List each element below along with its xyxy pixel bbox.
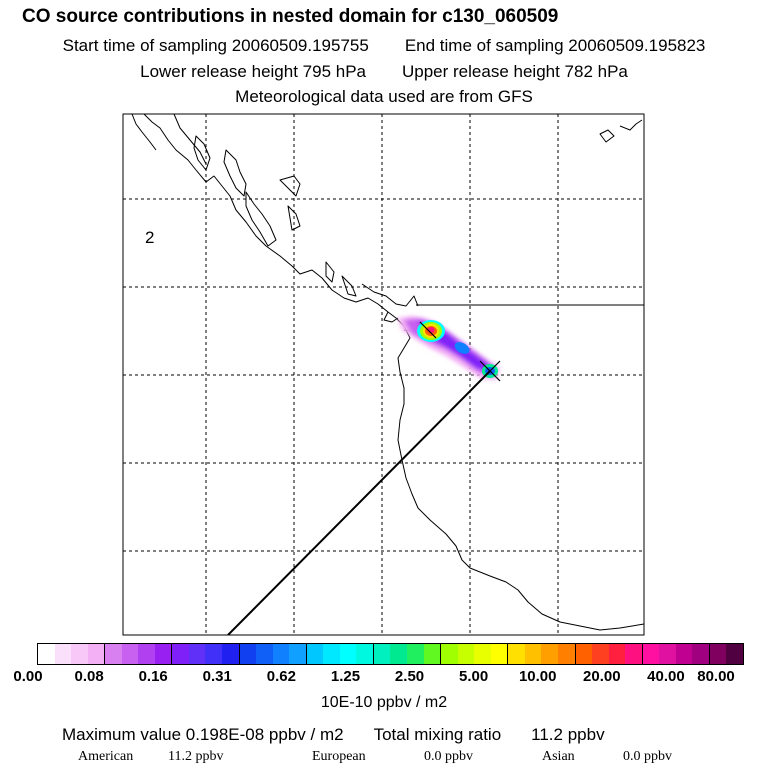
colorbar-swatch bbox=[323, 644, 340, 664]
colorbar-tick-label: 2.50 bbox=[394, 668, 425, 685]
american-value: 11.2 ppbv bbox=[168, 749, 224, 764]
colorbar-swatch bbox=[659, 644, 676, 664]
european-value: 0.0 ppbv bbox=[424, 749, 473, 764]
colorbar-tick-label: 20.00 bbox=[583, 668, 621, 685]
colorbar-tick-label: 10.00 bbox=[518, 668, 557, 685]
colorbar-swatch bbox=[154, 644, 173, 664]
start-time-label: Start time of sampling 20060509.195755 bbox=[62, 36, 369, 55]
region-label: 2 bbox=[145, 228, 154, 247]
colorbar-tick-label: 40.00 bbox=[647, 668, 685, 685]
plot-title: CO source contributions in nested domain… bbox=[22, 6, 559, 27]
colorbar-tick-label: 80.00 bbox=[697, 668, 735, 685]
lower-release-label: Lower release height 795 hPa bbox=[140, 62, 366, 81]
american-label: American bbox=[78, 749, 134, 764]
colorbar-tick-label: 0.00 bbox=[13, 668, 43, 685]
colorbar-swatch bbox=[239, 644, 257, 664]
european-label: European bbox=[312, 749, 366, 764]
colorbar-tick-label: 0.31 bbox=[202, 668, 232, 685]
asian-label: Asian bbox=[542, 749, 575, 764]
colorbar-tick-label: 1.25 bbox=[330, 668, 361, 685]
max-value-label: Maximum value 0.198E-08 ppbv / m2 bbox=[62, 725, 344, 744]
colorbar-swatch bbox=[457, 644, 475, 664]
stats-line: Maximum value 0.198E-08 ppbv / m2 Total m… bbox=[62, 725, 605, 745]
colorbar-swatch bbox=[692, 644, 710, 664]
colorbar-swatch bbox=[188, 644, 206, 664]
colorbar-swatch bbox=[575, 644, 593, 664]
asian-value: 0.0 ppbv bbox=[623, 749, 672, 764]
trajectory-line bbox=[227, 370, 491, 635]
colorbar-swatch bbox=[289, 644, 307, 664]
colorbar-swatch bbox=[222, 644, 240, 664]
upper-release-label: Upper release height 782 hPa bbox=[402, 62, 628, 81]
co-plume bbox=[398, 316, 500, 380]
colorbar-swatch bbox=[625, 644, 643, 664]
colorbar-swatch bbox=[121, 644, 139, 664]
colorbar-swatch bbox=[423, 644, 442, 664]
colorbar-swatch bbox=[592, 644, 609, 664]
colorbar-tick-label: 0.62 bbox=[266, 668, 296, 685]
colorbar-tick-label: 0.08 bbox=[74, 668, 104, 685]
colorbar-swatch bbox=[256, 644, 273, 664]
colorbar-swatch bbox=[508, 644, 525, 664]
colorbar-swatch bbox=[524, 644, 542, 664]
colorbar-swatch bbox=[172, 644, 189, 664]
colorbar-swatch bbox=[441, 644, 458, 664]
colorbar-swatch bbox=[373, 644, 391, 664]
colorbar-swatch bbox=[356, 644, 374, 664]
sampling-times: Start time of sampling 20060509.195755 En… bbox=[0, 36, 768, 56]
colorbar-swatch bbox=[390, 644, 408, 664]
colorbar-swatch bbox=[205, 644, 223, 664]
receptor-marker bbox=[419, 321, 501, 382]
colorbar-swatch bbox=[557, 644, 576, 664]
colorbar-tick-label: 5.00 bbox=[459, 668, 489, 685]
colorbar-tick-label: 0.16 bbox=[138, 668, 168, 685]
colorbar-swatch bbox=[608, 644, 626, 664]
colorbar-units: 10E-10 ppbv / m2 bbox=[320, 694, 448, 711]
colorbar-swatch bbox=[474, 644, 491, 664]
colorbar-swatch bbox=[709, 644, 727, 664]
colorbar-swatch bbox=[541, 644, 558, 664]
colorbar-swatch bbox=[726, 644, 743, 664]
colorbar-swatch bbox=[87, 644, 106, 664]
colorbar-swatch bbox=[407, 644, 424, 664]
coastlines bbox=[131, 114, 644, 631]
colorbar bbox=[37, 643, 744, 665]
met-data-label: Meteorological data used are from GFS bbox=[235, 87, 533, 106]
total-mixing-label: Total mixing ratio bbox=[373, 725, 502, 744]
colorbar-swatch bbox=[71, 644, 88, 664]
total-mixing-value: 11.2 ppbv bbox=[531, 725, 605, 744]
release-heights: Lower release height 795 hPa Upper releas… bbox=[0, 62, 768, 82]
colorbar-swatch bbox=[306, 644, 324, 664]
map-frame bbox=[122, 113, 645, 636]
colorbar-swatch bbox=[675, 644, 693, 664]
colorbar-swatch bbox=[138, 644, 155, 664]
colorbar-swatch bbox=[272, 644, 290, 664]
map-gridlines bbox=[123, 114, 644, 635]
colorbar-swatch bbox=[642, 644, 660, 664]
colorbar-swatch bbox=[490, 644, 509, 664]
colorbar-swatch bbox=[38, 644, 55, 664]
colorbar-swatch bbox=[54, 644, 72, 664]
end-time-label: End time of sampling 20060509.195823 bbox=[404, 36, 706, 55]
colorbar-swatch bbox=[339, 644, 357, 664]
colorbar-swatch bbox=[105, 644, 122, 664]
